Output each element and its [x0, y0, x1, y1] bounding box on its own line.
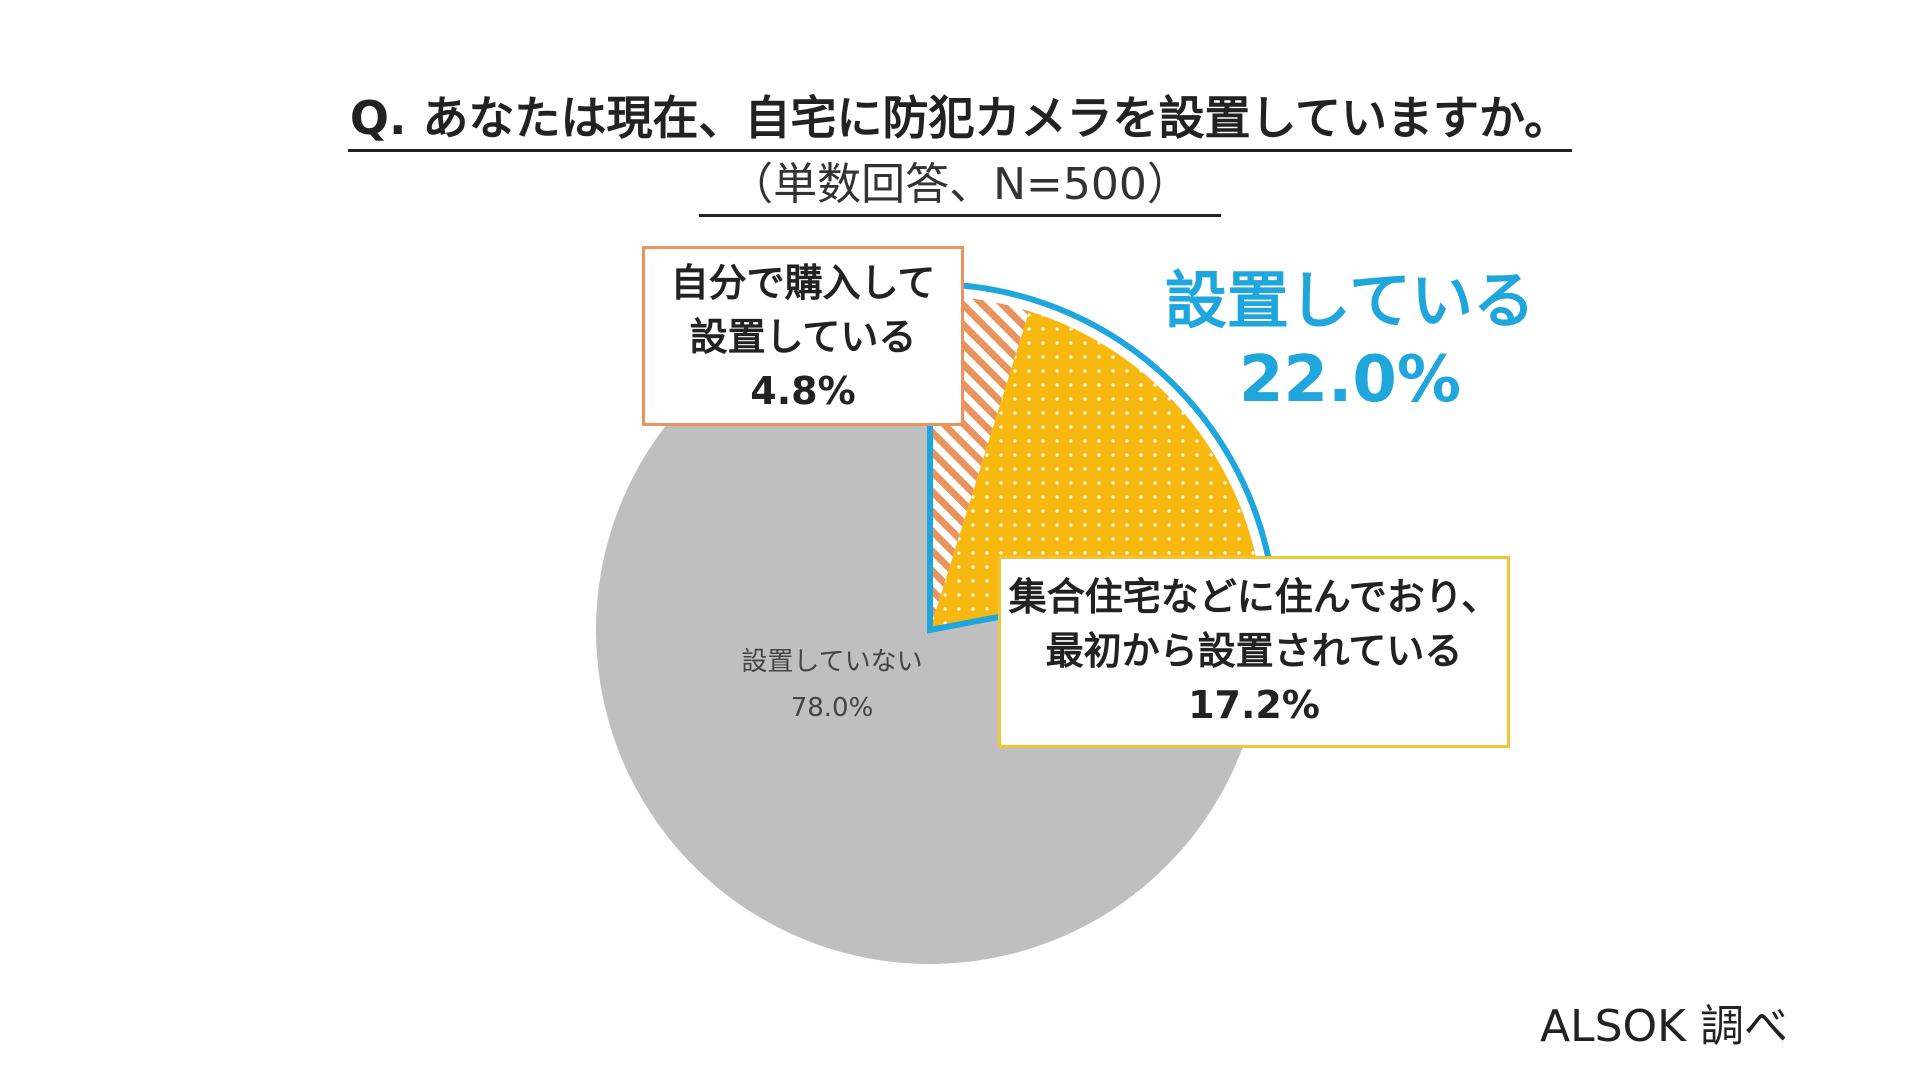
callout-self-installed: 自分で購入して 設置している 4.8% — [642, 246, 964, 426]
source-note: ALSOK 調べ — [1540, 1001, 1789, 1052]
title-block: Q. あなたは現在、自宅に防犯カメラを設置していますか。 （単数回答、N=500… — [0, 92, 1920, 218]
installed-group-outline — [927, 280, 1274, 634]
slice-not-installed-name: 設置していない — [741, 647, 923, 677]
callout-apt-value: 17.2% — [1188, 682, 1320, 727]
installed-group-label: 設置している 22.0% — [1160, 262, 1540, 420]
chart-subtitle: （単数回答、N=500） — [699, 159, 1221, 218]
callout-self-value: 4.8% — [750, 368, 856, 413]
pie-slice-pre-installed — [930, 311, 1259, 630]
callout-self-line2: 設置している — [689, 314, 917, 359]
callout-self-line1: 自分で購入して — [670, 261, 936, 305]
chart-title: Q. あなたは現在、自宅に防犯カメラを設置していますか。 — [347, 92, 1573, 152]
slice-not-installed-value: 78.0% — [790, 692, 874, 723]
installed-group-name: 設置している — [1164, 264, 1536, 337]
callout-apt-line2: 最初から設置されている — [1045, 628, 1463, 673]
callout-pre-installed: 集合住宅などに住んでおり、 最初から設置されている 17.2% — [998, 556, 1510, 748]
installed-group-value: 22.0% — [1238, 342, 1462, 417]
callout-apt-line1: 集合住宅などに住んでおり、 — [1008, 575, 1500, 619]
slice-label-not-installed: 設置していない 78.0% — [712, 640, 952, 731]
